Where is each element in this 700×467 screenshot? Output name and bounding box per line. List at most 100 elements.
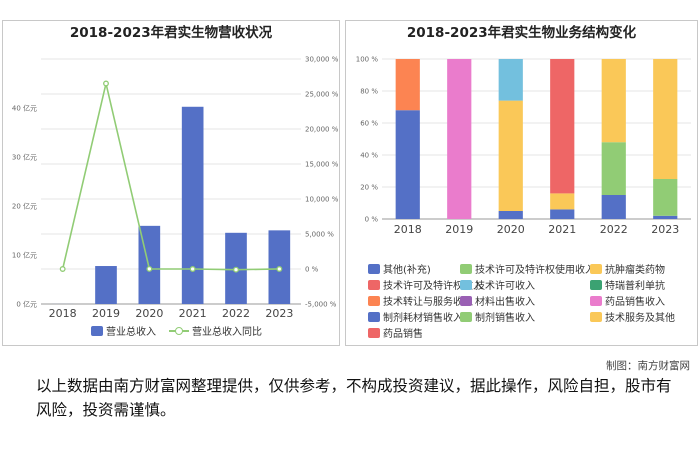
- revenue-bar[interactable]: [95, 266, 117, 304]
- legend-swatch-revenue-yoy: [169, 326, 189, 336]
- revenue-yoy-point[interactable]: [146, 265, 153, 272]
- legend-item[interactable]: 技术服务及其他: [590, 312, 675, 326]
- revenue-yoy-point[interactable]: [233, 266, 239, 273]
- revenue-bar[interactable]: [181, 106, 204, 305]
- legend-swatch: [368, 296, 380, 306]
- structure-bar-segment[interactable]: [601, 195, 626, 219]
- x-tick-label: 2021: [179, 307, 207, 320]
- structure-bar-segment[interactable]: [601, 59, 626, 143]
- legend-swatch: [460, 264, 472, 274]
- y-tick-label: 60 %: [360, 120, 378, 128]
- legend-label: 技术转让与服务收入: [383, 297, 473, 308]
- y-left-tick-label: 40 亿元: [12, 104, 37, 113]
- legend-item[interactable]: 技术许可收入: [460, 280, 535, 294]
- structure-bar-segment[interactable]: [498, 59, 523, 101]
- legend-swatch-revenue: [91, 326, 103, 336]
- legend-item-revenue[interactable]: 营业总收入: [91, 326, 156, 340]
- x-tick-label: 2019: [92, 307, 120, 320]
- structure-bar-segment[interactable]: [653, 179, 678, 216]
- structure-bar-segment[interactable]: [447, 59, 472, 219]
- legend-swatch: [368, 264, 380, 274]
- revenue-yoy-point[interactable]: [189, 266, 196, 272]
- legend-label: 技术服务及其他: [605, 313, 675, 324]
- x-tick-label: 2018: [394, 223, 422, 236]
- legend-item[interactable]: 技术许可及特许权收入: [368, 280, 483, 294]
- y-right-tick-label: 0 %: [305, 266, 319, 274]
- legend-item[interactable]: 材料出售收入: [460, 296, 535, 310]
- x-tick-label: 2018: [49, 307, 77, 320]
- structure-bar-segment[interactable]: [601, 142, 626, 195]
- legend-label: 技术许可及特许权使用收入: [475, 265, 595, 276]
- structure-bar-segment[interactable]: [395, 59, 420, 111]
- revenue-yoy-point[interactable]: [276, 266, 283, 272]
- legend-item[interactable]: 药品销售: [368, 328, 423, 342]
- legend-item-revenue-yoy[interactable]: 营业总收入同比: [169, 326, 262, 340]
- y-tick-label: 40 %: [360, 152, 378, 160]
- structure-bar-segment[interactable]: [498, 211, 523, 219]
- x-tick-label: 2020: [135, 307, 163, 320]
- legend-swatch: [368, 328, 380, 338]
- legend-label: 药品销售收入: [605, 297, 665, 308]
- legend-swatch: [368, 312, 380, 322]
- revenue-yoy-point[interactable]: [59, 266, 66, 272]
- legend-swatch: [460, 296, 472, 306]
- y-tick-label: 80 %: [360, 88, 378, 96]
- y-right-tick-label: 25,000 %: [305, 91, 339, 99]
- revenue-yoy-line: [61, 83, 280, 271]
- x-tick-label: 2022: [600, 223, 628, 236]
- legend-item[interactable]: 药品销售收入: [590, 296, 665, 310]
- revenue-chart-panel: 2018-2023年君实生物营收状况 -5,000 % 0 % 5,000 % 10,…: [2, 20, 340, 346]
- disclaimer-text: 以上数据由南方财富网整理提供，仅供参考，不构成投资建议，据此操作，风险自担，股市…: [36, 377, 672, 419]
- structure-legend: 其他(补充) 技术许可及特许权使用收入 抗肿瘤类药物技术许可及特许权收入 技术许可收入…: [368, 264, 698, 346]
- legend-item[interactable]: 技术许可及特许权使用收入: [460, 264, 595, 278]
- x-tick-label: 2020: [497, 223, 525, 236]
- legend-label: 抗肿瘤类药物: [605, 265, 665, 276]
- legend-swatch: [590, 296, 602, 306]
- revenue-yoy-point[interactable]: [103, 80, 109, 87]
- y-tick-label: 100 %: [356, 56, 379, 64]
- y-right-tick-label: 20,000 %: [305, 126, 339, 134]
- structure-bar-segment[interactable]: [653, 215, 678, 219]
- legend-item[interactable]: 技术转让与服务收入: [368, 296, 473, 310]
- legend-label: 材料出售收入: [475, 297, 535, 308]
- y-right-tick-label: 15,000 %: [305, 161, 339, 169]
- structure-bar-segment[interactable]: [550, 59, 575, 194]
- revenue-chart: -5,000 % 0 % 5,000 % 10,000 % 15,000 % 20,000…: [12, 56, 339, 321]
- y-left-tick-label: 30 亿元: [12, 153, 37, 162]
- y-right-tick-label: -5,000 %: [305, 301, 337, 309]
- legend-label: 制剂耗材销售收入: [383, 313, 463, 324]
- legend-label: 其他(补充): [383, 265, 431, 276]
- structure-bar-segment[interactable]: [550, 209, 575, 219]
- legend-label: 药品销售: [383, 329, 423, 340]
- structure-chart-title: 2018-2023年君实生物业务结构变化: [406, 25, 637, 41]
- legend-label: 技术许可及特许权收入: [383, 281, 483, 292]
- x-tick-label: 2021: [548, 223, 576, 236]
- x-tick-label: 2022: [222, 307, 250, 320]
- legend-item[interactable]: 特瑞普利单抗: [590, 280, 665, 294]
- legend-label: 制剂销售收入: [475, 313, 535, 324]
- y-left-tick-label: 20 亿元: [12, 202, 37, 211]
- structure-bar-segment[interactable]: [395, 110, 420, 219]
- legend-swatch: [590, 264, 602, 274]
- legend-item[interactable]: 其他(补充): [368, 264, 431, 278]
- legend-label-revenue: 营业总收入: [106, 327, 156, 338]
- structure-chart-panel: 2018-2023年君实生物业务结构变化 0 % 20 % 40 % 60 % 80 %…: [345, 20, 698, 346]
- y-tick-label: 20 %: [360, 184, 378, 192]
- y-tick-label: 0 %: [365, 216, 379, 224]
- structure-chart: 0 % 20 % 40 % 60 % 80 % 100 % 2018 2019 2020 2021…: [356, 56, 691, 236]
- legend-label: 技术许可收入: [475, 281, 535, 292]
- y-left-tick-label: 0 亿元: [16, 300, 37, 309]
- y-right-tick-label: 5,000 %: [305, 231, 334, 239]
- structure-bar-segment[interactable]: [550, 193, 575, 210]
- legend-item[interactable]: 抗肿瘤类药物: [590, 264, 665, 278]
- legend-item[interactable]: 制剂销售收入: [460, 312, 535, 326]
- legend-swatch: [368, 280, 380, 290]
- structure-bar-segment[interactable]: [498, 100, 523, 211]
- structure-bar-segment[interactable]: [653, 59, 678, 179]
- legend-swatch: [460, 280, 472, 290]
- legend-swatch: [590, 280, 602, 290]
- credit-text: 制图：南方财富网: [606, 360, 690, 372]
- legend-swatch: [460, 312, 472, 322]
- y-left-tick-label: 10 亿元: [12, 251, 37, 260]
- legend-item[interactable]: 制剂耗材销售收入: [368, 312, 463, 326]
